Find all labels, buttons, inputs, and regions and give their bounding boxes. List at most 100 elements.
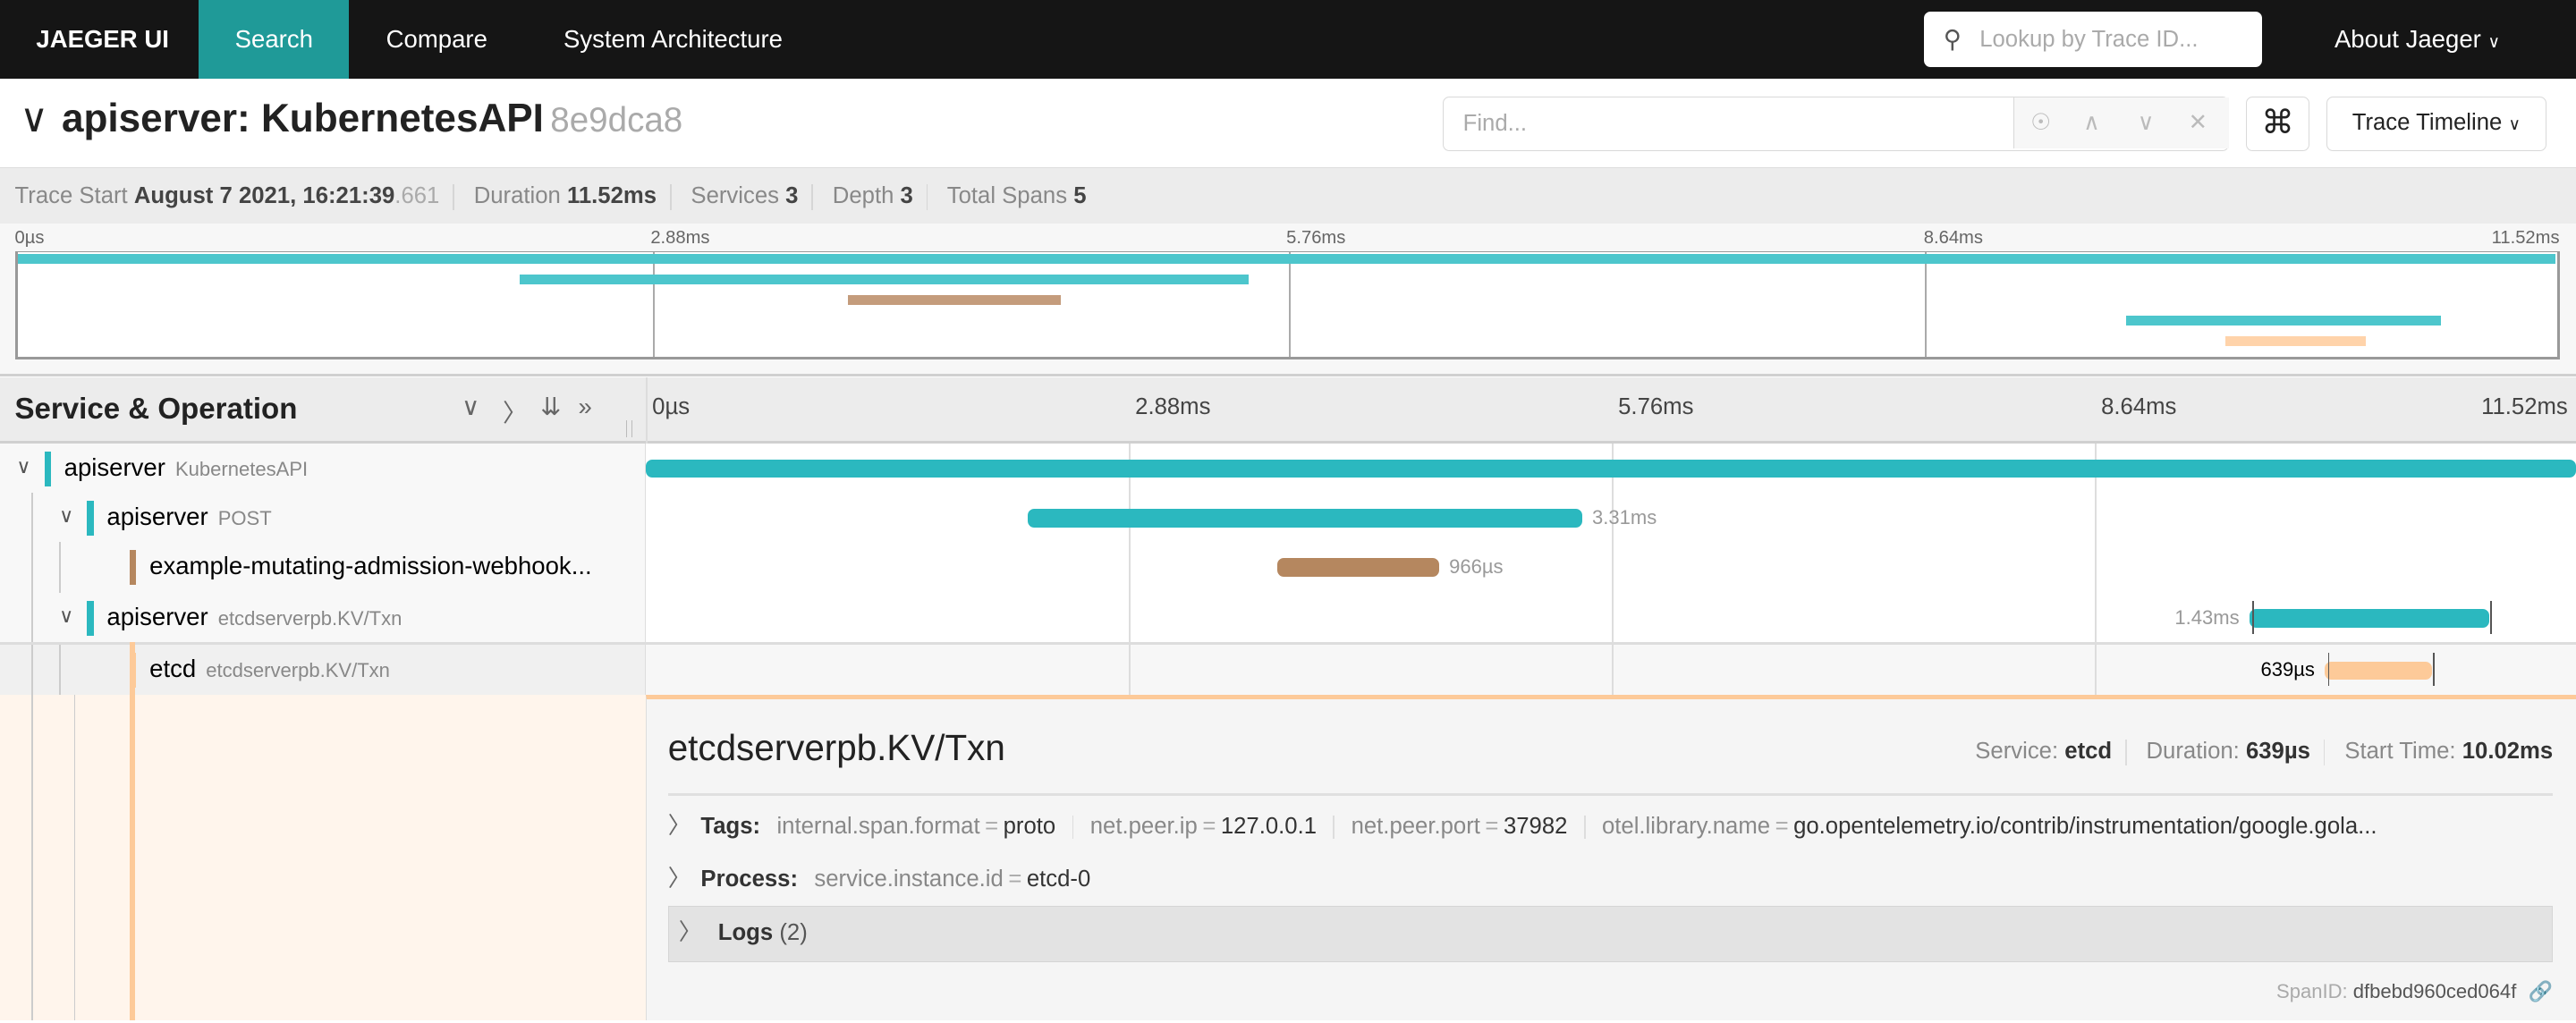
span-bar[interactable]	[2249, 609, 2489, 628]
span-name-cell[interactable]: ∨ apiserver POST	[0, 493, 646, 543]
minimap-tick: 2.88ms	[650, 228, 710, 249]
tag-item: otel.library.name = go.opentelemetry.io/co…	[1601, 814, 2377, 840]
start-time-label: Start Time:	[2344, 739, 2456, 764]
tab-compare[interactable]: Compare	[386, 25, 487, 53]
about-jaeger-menu[interactable]: About Jaeger ∨	[2334, 0, 2500, 79]
chevron-down-icon: ∨	[2487, 32, 2500, 51]
operation-name: KubernetesAPI	[174, 457, 309, 480]
collapse-one-icon[interactable]: ∨	[462, 392, 480, 420]
timeline-tick: 2.88ms	[1135, 393, 1211, 419]
total-spans-label: Total Spans	[946, 183, 1068, 209]
tag-item: net.peer.ip = 127.0.0.1	[1089, 814, 1318, 840]
span-row[interactable]: ∨ apiserver etcdserverpb.KV/Txn 1.43ms	[0, 593, 2576, 643]
collapse-all-icon[interactable]: ⇊	[540, 392, 562, 420]
timeline-tick: 5.76ms	[1618, 393, 1694, 419]
expand-one-icon[interactable]: 〉	[503, 398, 528, 427]
tag-value: 37982	[1503, 814, 1568, 840]
trace-title[interactable]: ∨ apiserver: KubernetesAPI 8e9dca8	[20, 96, 682, 141]
operation-name: etcdserverpb.KV/Txn	[217, 607, 402, 630]
depth-label: Depth	[832, 183, 894, 209]
tab-search[interactable]: Search	[199, 0, 350, 80]
tag-item: net.peer.port = 37982	[1351, 814, 1568, 840]
span-id: SpanID: dfbebd960ced064f 🔗	[2276, 980, 2553, 1003]
trace-minimap[interactable]: 0µs 2.88ms 5.76ms 8.64ms 11.52ms	[0, 223, 2576, 376]
view-mode-select[interactable]: Trace Timeline ∨	[2326, 97, 2546, 151]
chevron-down-icon[interactable]: ∨	[59, 503, 74, 527]
span-duration-label: 639µs	[2260, 657, 2315, 681]
minimap-span-bar	[520, 274, 1250, 284]
process-value: etcd-0	[1026, 866, 1091, 892]
command-icon: ⌘	[2261, 104, 2294, 141]
minimap-tick: 8.64ms	[1923, 228, 1983, 249]
span-row[interactable]: example-mutating-admission-webhook... 966…	[0, 542, 2576, 594]
span-row[interactable]: etcd etcdserverpb.KV/Txn 639µs	[0, 642, 2576, 695]
span-bar[interactable]	[2324, 661, 2432, 680]
span-name-cell[interactable]: etcd etcdserverpb.KV/Txn	[0, 645, 646, 695]
column-resize-handle[interactable]	[625, 420, 633, 437]
service-color-bar	[44, 452, 51, 486]
next-match-icon[interactable]: ∨	[2137, 110, 2155, 136]
tags-label: Tags:	[700, 814, 761, 840]
trace-start-value: August 7 2021, 16:21:39	[133, 183, 395, 209]
tag-item: internal.span.format = proto	[776, 814, 1056, 840]
duration-label: Duration:	[2146, 739, 2240, 764]
span-bar[interactable]	[1027, 509, 1583, 528]
service-color-bar	[87, 601, 94, 636]
logs-section[interactable]: 〉 Logs (2)	[667, 906, 2554, 962]
span-name-cell[interactable]: ∨ apiserver etcdserverpb.KV/Txn	[0, 593, 646, 643]
minimap-span-bar	[848, 295, 1062, 306]
search-icon: ⚲	[1943, 24, 1962, 53]
keyboard-shortcuts-button[interactable]: ⌘	[2245, 97, 2310, 151]
service-color-bar	[130, 550, 137, 585]
trace-start-label: Trace Start	[14, 183, 128, 209]
span-name-cell[interactable]: example-mutating-admission-webhook...	[0, 542, 646, 594]
logs-label: Logs	[717, 920, 774, 946]
minimap-span-bar	[2224, 336, 2367, 347]
tag-key: internal.span.format	[776, 814, 980, 840]
service-name: apiserver	[106, 603, 208, 631]
service-value: etcd	[2064, 739, 2113, 764]
find-input[interactable]: Find... ☉ ∧ ∨ ✕	[1442, 97, 2230, 151]
timeline-header: Service & Operation ∨ 〉 ⇊ » 0µs 2.88ms 5…	[0, 377, 2576, 444]
span-name-cell[interactable]: ∨ apiserver KubernetesAPI	[0, 443, 646, 493]
service-name: apiserver	[64, 452, 165, 481]
link-icon[interactable]: 🔗	[2528, 979, 2554, 1002]
tab-system-architecture[interactable]: System Architecture	[563, 25, 783, 53]
minimap-canvas[interactable]	[14, 251, 2560, 360]
expand-all-icon[interactable]: »	[578, 392, 592, 420]
minimap-tick: 0µs	[14, 228, 45, 249]
service-name: example-mutating-admission-webhook...	[149, 552, 592, 580]
tag-key: net.peer.port	[1351, 814, 1480, 840]
tags-section[interactable]: 〉 Tags: internal.span.format = proto net.peer…	[668, 807, 2377, 841]
span-row[interactable]: ∨ apiserver POST 3.31ms	[0, 493, 2576, 543]
span-bar[interactable]	[1277, 558, 1440, 577]
collapse-chevron-icon[interactable]: ∨	[20, 96, 49, 140]
clear-icon[interactable]: ✕	[2188, 110, 2208, 136]
minimap-tick: 5.76ms	[1286, 228, 1346, 249]
tag-value: 127.0.0.1	[1220, 814, 1318, 840]
brand-logo[interactable]: JAEGER UI	[36, 25, 169, 53]
about-label: About Jaeger	[2334, 25, 2481, 53]
service-name: apiserver	[106, 503, 208, 531]
depth-value: 3	[900, 183, 913, 209]
operation-name: etcdserverpb.KV/Txn	[206, 659, 390, 682]
duration-value: 11.52ms	[567, 183, 657, 209]
chevron-down-icon[interactable]: ∨	[59, 604, 74, 627]
lookup-placeholder: Lookup by Trace ID...	[1979, 26, 2199, 52]
process-key: service.instance.id	[814, 866, 1004, 892]
duration-label: Duration	[473, 183, 561, 209]
process-section[interactable]: 〉 Process: service.instance.id = etcd-0	[667, 866, 1091, 892]
span-duration-label: 1.43ms	[2174, 605, 2240, 629]
services-label: Services	[691, 183, 779, 209]
prev-match-icon[interactable]: ∧	[2083, 110, 2100, 136]
trace-id-lookup-input[interactable]: ⚲ Lookup by Trace ID...	[1923, 11, 2263, 68]
services-value: 3	[785, 183, 799, 209]
chevron-down-icon[interactable]: ∨	[16, 454, 31, 478]
total-spans-value: 5	[1073, 183, 1087, 209]
span-row[interactable]: ∨ apiserver KubernetesAPI	[0, 443, 2576, 493]
span-bar[interactable]	[645, 460, 2576, 478]
tag-value: go.opentelemetry.io/contrib/instrumentat…	[1793, 814, 2377, 840]
locate-icon[interactable]: ☉	[2030, 110, 2052, 136]
trace-start-ms: .661	[394, 183, 440, 209]
detail-operation: etcdserverpb.KV/Txn	[667, 727, 1005, 769]
